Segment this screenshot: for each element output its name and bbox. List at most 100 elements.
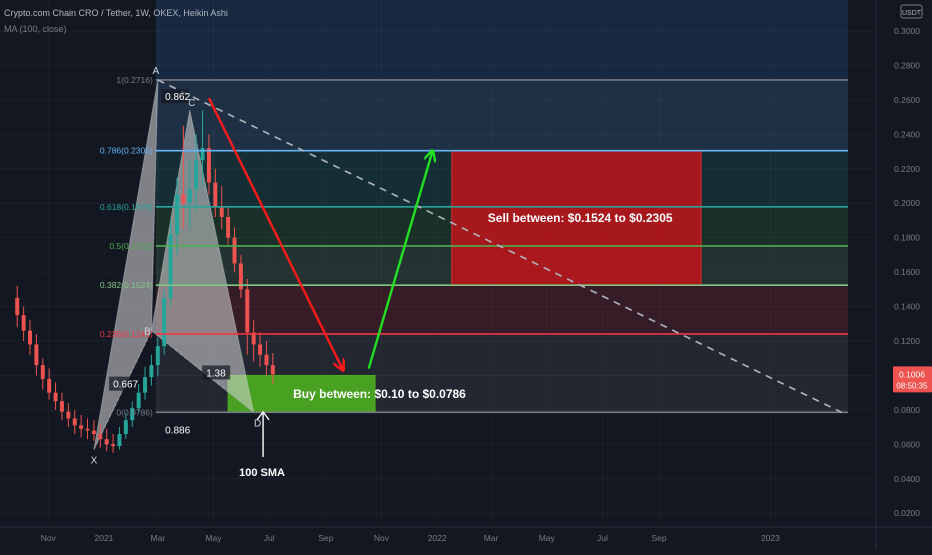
ratio-label: 1.38	[206, 368, 226, 379]
candle	[91, 420, 96, 441]
candle-body	[258, 344, 263, 355]
candle	[72, 409, 77, 434]
candle-body	[15, 297, 20, 316]
y-tick-label: 0.2600	[894, 95, 920, 105]
y-tick-label: 0.2800	[894, 60, 920, 70]
candle	[59, 392, 64, 421]
ratio-label: 0.667	[113, 380, 138, 391]
ratio-label-bg	[202, 365, 231, 380]
candle	[162, 289, 167, 355]
y-tick-label: 0.1400	[894, 302, 920, 312]
candle	[111, 434, 116, 453]
trend-line	[157, 79, 842, 414]
candle	[187, 160, 192, 230]
buy-zone-label: Buy between: $0.10 to $0.0786	[293, 387, 466, 401]
pattern-point-x: X	[91, 456, 98, 467]
candle	[200, 110, 205, 186]
candle-body	[251, 332, 256, 345]
ratio-label: 0.862	[165, 92, 190, 103]
candle-body	[123, 420, 128, 434]
current-price-tag	[893, 366, 932, 393]
candle-body	[181, 194, 186, 204]
candle-body	[143, 377, 148, 393]
candle-body	[219, 206, 224, 217]
sell-zone	[451, 150, 702, 286]
candle	[47, 368, 52, 400]
candle-body	[21, 315, 26, 331]
candle-body	[149, 365, 154, 378]
x-tick-label: Mar	[150, 533, 165, 543]
fib-zone	[155, 285, 848, 334]
x-tick-label: Sep	[318, 533, 333, 543]
ratio-label-bg	[161, 89, 190, 104]
candle	[194, 134, 199, 212]
candle	[34, 334, 39, 376]
candle-body	[130, 408, 135, 421]
candle-body	[98, 434, 103, 440]
candle-body	[47, 378, 52, 393]
candle	[232, 227, 237, 273]
pattern-point-d: D	[254, 418, 261, 429]
fib-label: 0.786(0.2305)	[100, 146, 153, 156]
fib-zone-top	[155, 0, 848, 80]
y-tick-label: 0.2000	[894, 198, 920, 208]
x-tick-label: 2023	[761, 533, 780, 543]
candle-body	[238, 263, 243, 290]
candle-body	[72, 418, 77, 426]
y-tick-label: 0.0200	[894, 508, 920, 518]
fib-label: 1(0.2716)	[116, 75, 153, 85]
candle-body	[79, 425, 84, 429]
candle-body	[28, 330, 32, 345]
candle	[245, 279, 250, 355]
candle-body	[117, 434, 122, 447]
candle	[155, 337, 160, 376]
candle	[258, 332, 263, 367]
x-tick-label: 2022	[428, 533, 447, 543]
candle-body	[226, 217, 231, 238]
candle	[98, 423, 103, 448]
current-price: 0.1006	[899, 369, 925, 379]
candle-body	[213, 182, 218, 207]
candle-body	[66, 411, 71, 419]
candle	[53, 382, 58, 410]
candle	[123, 413, 128, 440]
candle-body	[200, 148, 205, 161]
x-tick-label: Nov	[374, 533, 390, 543]
candle-body	[187, 189, 192, 204]
indicator-header: MA (100, close)	[4, 24, 67, 34]
x-tick-label: Jul	[264, 533, 275, 543]
candle	[175, 177, 179, 255]
y-tick-label: 0.1200	[894, 336, 920, 346]
candle-body	[136, 392, 141, 409]
candle	[117, 427, 122, 450]
fib-label: 0.382(0.1524)	[100, 280, 153, 290]
symbol-header: Crypto.com Chain CRO / Tether, 1W, OKEX,…	[4, 8, 228, 18]
candle	[104, 428, 109, 452]
y-tick-label: 0.0800	[894, 405, 920, 415]
candle	[28, 320, 32, 355]
candle	[226, 206, 231, 245]
candle	[66, 403, 71, 428]
candle-body	[59, 401, 64, 412]
candle	[251, 320, 256, 362]
candle	[213, 168, 218, 217]
candle-body	[104, 439, 109, 445]
candle-body	[232, 237, 237, 264]
fib-zone	[155, 79, 848, 151]
y-tick-label: 0.2200	[894, 164, 920, 174]
candle-body	[34, 344, 39, 366]
candle	[149, 354, 154, 386]
ratio-label-bg	[109, 376, 138, 391]
ratio-label: 0.886	[165, 425, 190, 436]
currency-badge[interactable]	[900, 4, 923, 19]
candle	[264, 341, 269, 376]
sell-zone-label: Sell between: $0.1524 to $0.2305	[488, 211, 673, 225]
y-tick-label: 0.3000	[894, 26, 920, 36]
candle	[130, 401, 135, 428]
candle	[15, 285, 20, 328]
buy-zone	[227, 374, 376, 413]
candle-body	[270, 365, 275, 375]
candle-body	[162, 297, 167, 347]
